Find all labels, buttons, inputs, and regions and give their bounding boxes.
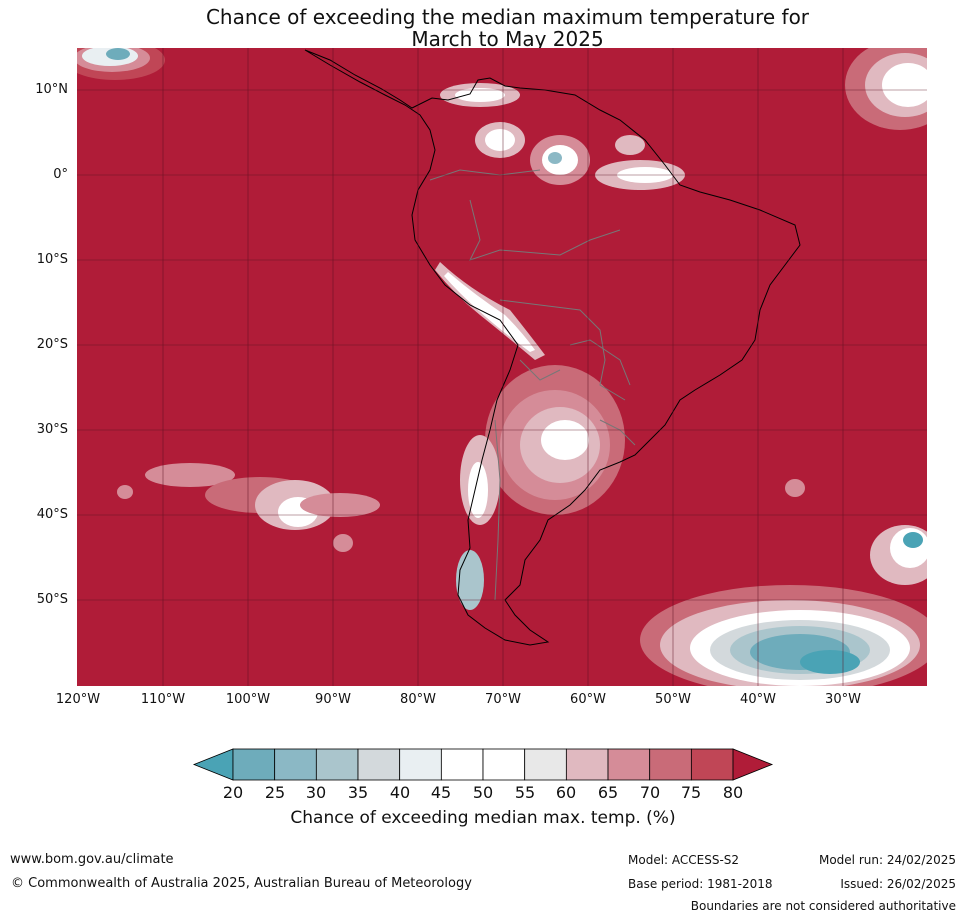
- map-background: [77, 48, 927, 686]
- footer-url[interactable]: www.bom.gov.au/climate: [10, 852, 174, 867]
- colorbar-tick-65: 65: [597, 783, 619, 802]
- colorbar-tick-25: 25: [264, 783, 286, 802]
- lon-label-110w: 110°W: [140, 692, 186, 707]
- lat-label-0: 0°: [53, 167, 68, 182]
- colorbar-tick-30: 30: [305, 783, 327, 802]
- lon-label-100w: 100°W: [225, 692, 271, 707]
- colorbar-bin-7: [482, 748, 526, 781]
- colorbar-bin-4: [357, 748, 401, 781]
- colorbar: [192, 748, 774, 781]
- colorbar-label: Chance of exceeding median max. temp. (%…: [290, 808, 676, 828]
- lat-label-20s: 20°S: [36, 337, 68, 352]
- footer-issued: Issued: 26/02/2025: [840, 877, 956, 891]
- map-title-line2: March to May 2025: [411, 27, 604, 51]
- anomaly-patch-andes: [435, 262, 545, 360]
- lon-label-30w: 30°W: [825, 692, 861, 707]
- colorbar-tick-75: 75: [680, 783, 702, 802]
- footer-disclaimer: Boundaries are not considered authoritat…: [690, 899, 956, 913]
- lon-label-40w: 40°W: [740, 692, 776, 707]
- lon-label-50w: 50°W: [655, 692, 691, 707]
- colorbar-tick-35: 35: [347, 783, 369, 802]
- colorbar-bin-5: [399, 748, 442, 781]
- colorbar-bin-12: [690, 748, 734, 781]
- anomaly-patch-argentina: [456, 365, 625, 610]
- lon-label-80w: 80°W: [400, 692, 436, 707]
- colorbar-extend-low: [192, 748, 234, 781]
- lat-label-10n: 10°N: [35, 82, 68, 97]
- colorbar-bin-8: [524, 748, 567, 781]
- lon-label-70w: 70°W: [485, 692, 521, 707]
- colorbar-bin-6: [440, 748, 484, 781]
- lon-label-120w: 120°W: [55, 692, 101, 707]
- colorbar-bin-1: [232, 748, 276, 781]
- lat-label-10s: 10°S: [36, 252, 68, 267]
- lat-label-40s: 40°S: [36, 507, 68, 522]
- graticule: [77, 48, 927, 686]
- colorbar-tick-55: 55: [514, 783, 536, 802]
- colorbar-tick-45: 45: [430, 783, 452, 802]
- anomaly-patch-south-atlantic: [640, 479, 927, 686]
- colorbar-bin-10: [607, 748, 651, 781]
- footer-model-run: Model run: 24/02/2025: [818, 853, 956, 867]
- lon-label-90w: 90°W: [315, 692, 351, 707]
- colorbar-tick-70: 70: [639, 783, 661, 802]
- anomaly-patch-northern-sa: [530, 135, 685, 190]
- south-america-coastline: [304, 49, 801, 646]
- colorbar-bin-3: [315, 748, 359, 781]
- colorbar-bin-2: [274, 748, 317, 781]
- colorbar-bin-11: [649, 748, 692, 781]
- footer-copyright: © Commonwealth of Australia 2025, Austra…: [11, 876, 472, 891]
- anomaly-patch-ne-atlantic: [845, 48, 927, 130]
- anomaly-patch-caribbean: [440, 83, 525, 158]
- colorbar-tick-60: 60: [555, 783, 577, 802]
- colorbar-tick-50: 50: [472, 783, 494, 802]
- lat-label-50s: 50°S: [36, 592, 68, 607]
- map-title-line1: Chance of exceeding the median maximum t…: [205, 5, 810, 29]
- colorbar-tick-80: 80: [722, 783, 744, 802]
- anomaly-patch-south-pacific: [117, 463, 380, 552]
- country-borders: [429, 169, 636, 601]
- colorbar-bin-9: [565, 748, 609, 781]
- lat-label-30s: 30°S: [36, 422, 68, 437]
- colorbar-extend-high: [732, 748, 774, 781]
- colorbar-tick-20: 20: [222, 783, 244, 802]
- footer-base-period: Base period: 1981-2018: [628, 877, 773, 891]
- footer-model: Model: ACCESS-S2: [628, 853, 740, 867]
- lon-label-60w: 60°W: [570, 692, 606, 707]
- colorbar-tick-40: 40: [389, 783, 411, 802]
